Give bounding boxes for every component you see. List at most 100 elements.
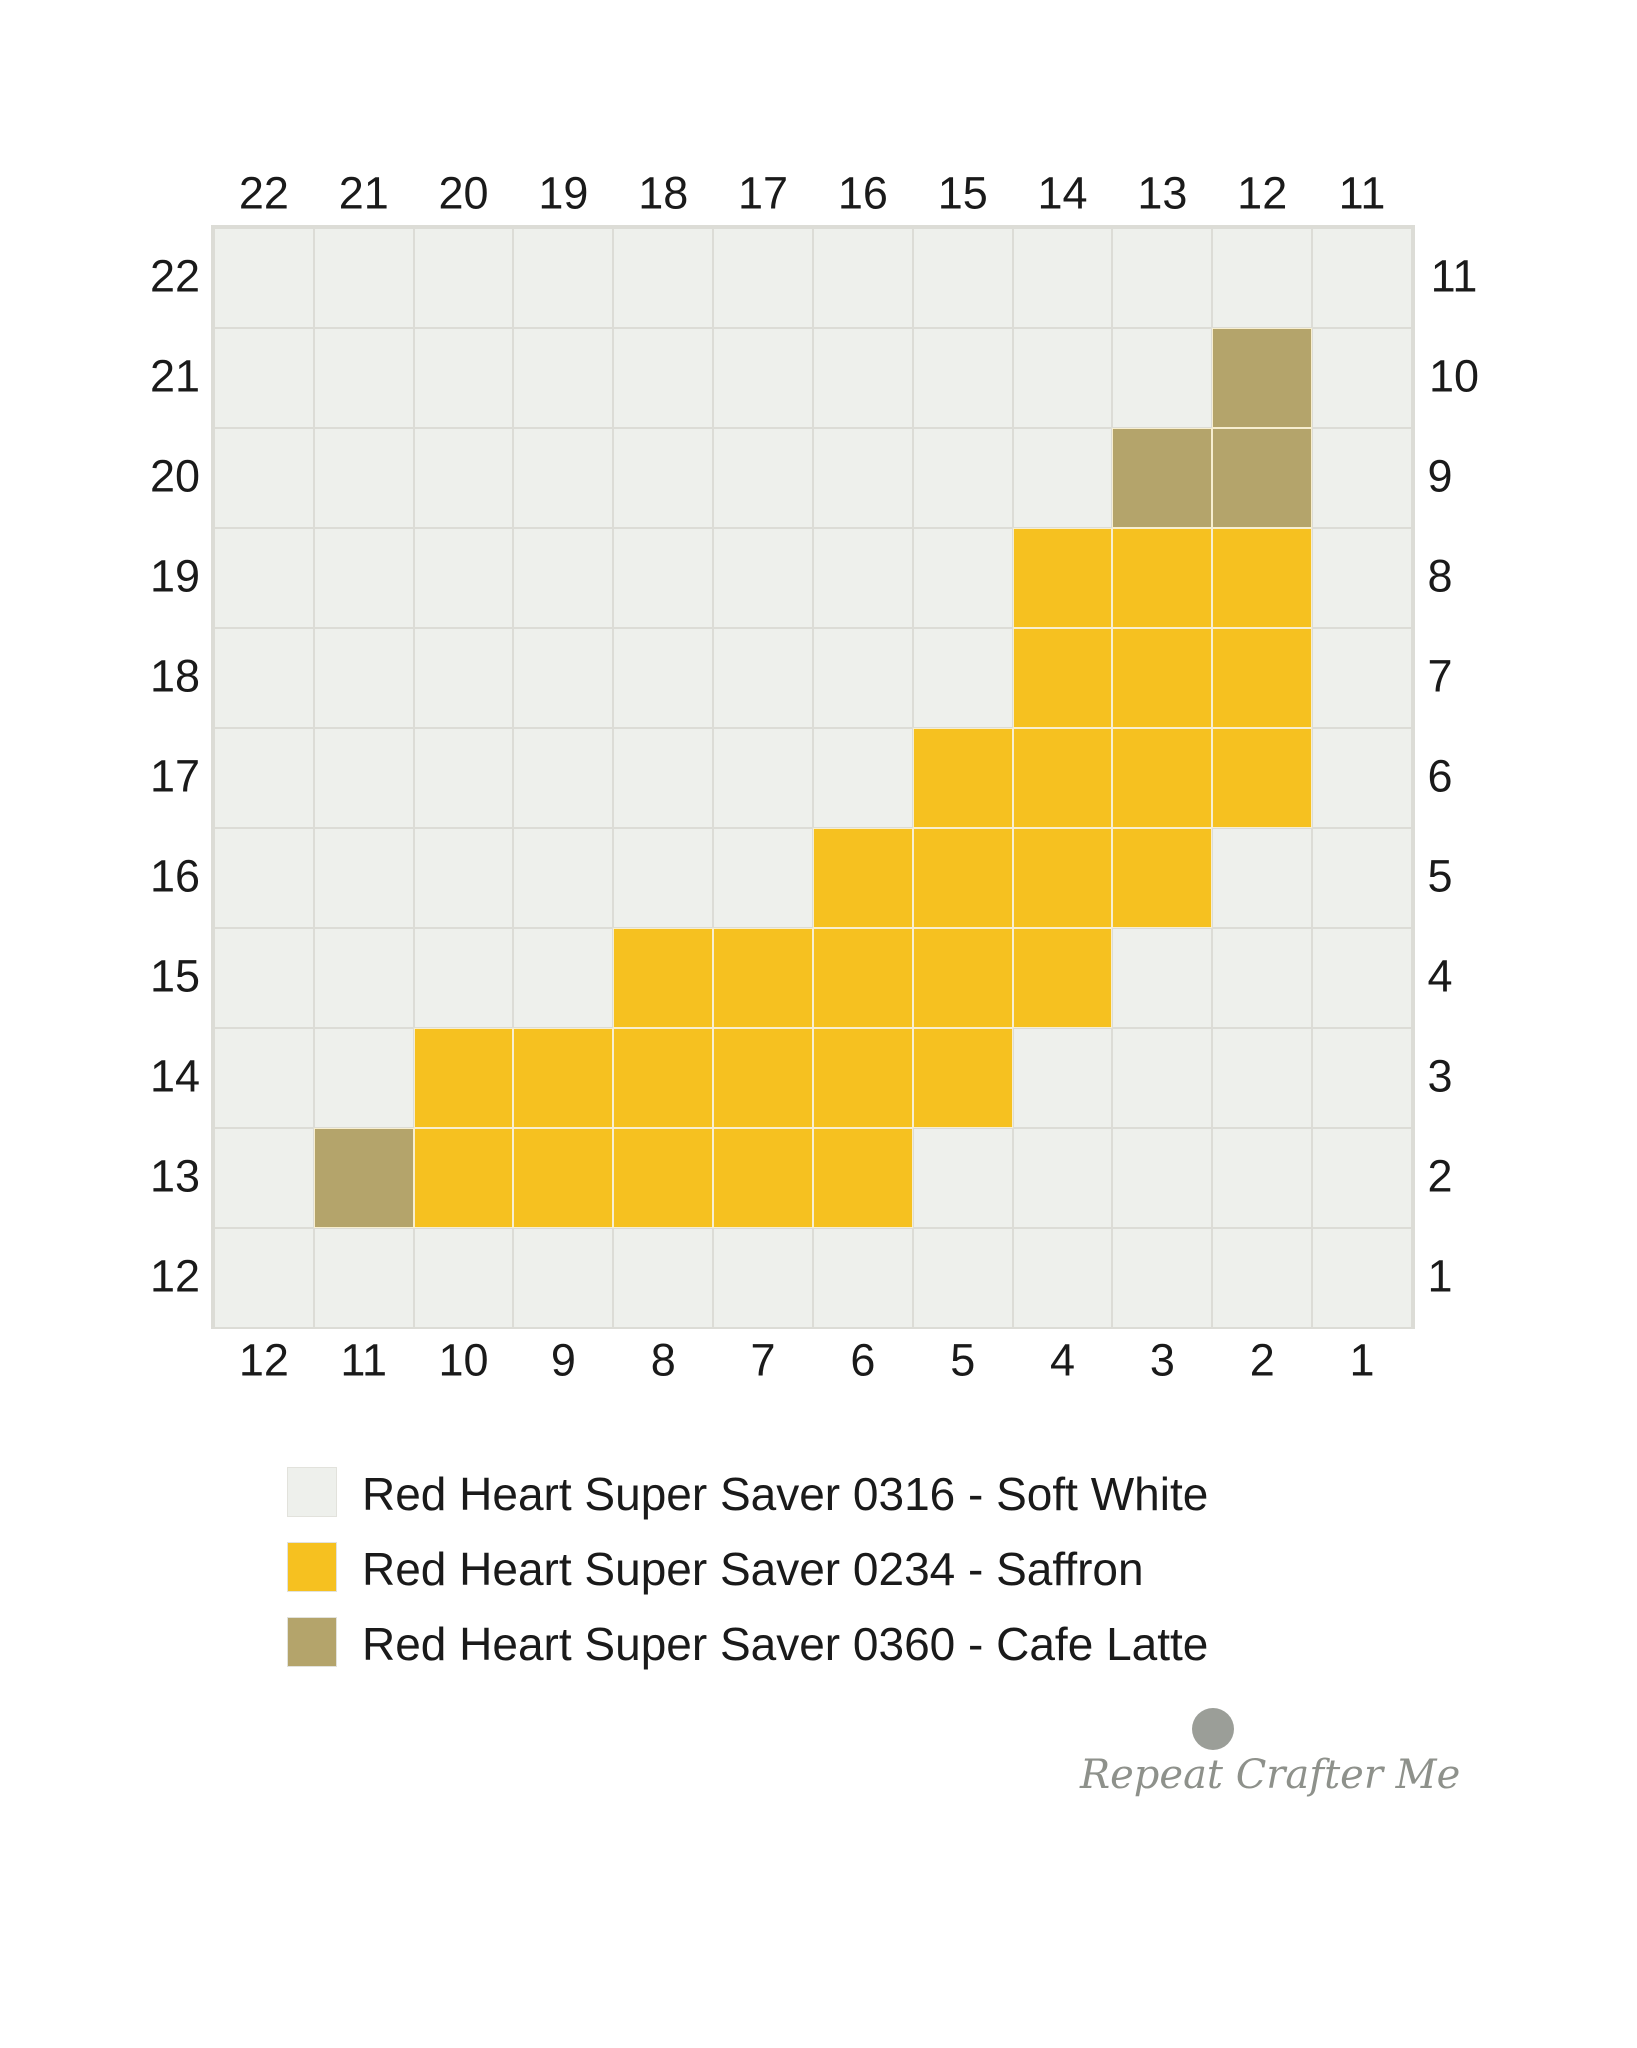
soft-white-cell xyxy=(1012,328,1113,428)
soft-white-cell xyxy=(214,528,314,628)
soft-white-cell xyxy=(1212,828,1313,928)
top-column-label: 12 xyxy=(1237,167,1288,219)
soft-white-cell xyxy=(214,828,314,928)
right-row-label: 8 xyxy=(1427,550,1453,602)
bottom-column-label: 10 xyxy=(438,1334,489,1386)
soft-white-cell xyxy=(214,328,314,428)
saffron-cell xyxy=(1212,628,1313,728)
saffron-cell xyxy=(713,928,813,1028)
right-row-label: 9 xyxy=(1427,450,1453,502)
soft-white-cell xyxy=(313,628,414,728)
soft-white-cell xyxy=(313,328,414,428)
saffron-cell xyxy=(613,1028,714,1128)
soft-white-cell xyxy=(613,1228,714,1328)
soft-white-cell xyxy=(513,728,614,828)
soft-white-cell xyxy=(313,928,414,1028)
soft-white-cell xyxy=(513,528,614,628)
soft-white-cell xyxy=(912,428,1013,528)
top-column-label: 11 xyxy=(1338,167,1386,219)
soft-white-cell xyxy=(513,928,614,1028)
soft-white-cell xyxy=(1312,1228,1412,1328)
right-row-label: 10 xyxy=(1428,350,1480,402)
soft-white-cell xyxy=(1312,828,1412,928)
left-row-label: 18 xyxy=(149,650,201,702)
soft-white-cell xyxy=(413,628,514,728)
saffron-cell xyxy=(413,1028,514,1128)
soft-white-cell xyxy=(513,628,614,728)
saffron-swatch xyxy=(287,1542,337,1592)
soft-white-cell xyxy=(513,228,614,328)
soft-white-cell xyxy=(613,528,714,628)
left-row-label: 16 xyxy=(149,850,201,902)
saffron-cell xyxy=(1012,628,1113,728)
saffron-cell xyxy=(1212,528,1313,628)
soft-white-cell xyxy=(613,428,714,528)
right-row-label: 3 xyxy=(1427,1050,1453,1102)
legend-label: Red Heart Super Saver 0360 - Cafe Latte xyxy=(362,1618,1209,1670)
left-row-label: 13 xyxy=(149,1150,201,1202)
soft-white-swatch xyxy=(287,1467,337,1517)
soft-white-cell xyxy=(1312,528,1412,628)
right-row-label: 7 xyxy=(1427,650,1453,702)
soft-white-cell xyxy=(1012,1128,1113,1228)
cafe-latte-cell xyxy=(313,1128,414,1228)
soft-white-cell xyxy=(713,1228,813,1328)
soft-white-cell xyxy=(713,428,813,528)
saffron-cell xyxy=(1212,728,1313,828)
soft-white-cell xyxy=(214,628,314,728)
soft-white-cell xyxy=(313,228,414,328)
soft-white-cell xyxy=(313,528,414,628)
saffron-cell xyxy=(912,928,1013,1028)
soft-white-cell xyxy=(513,428,614,528)
soft-white-cell xyxy=(413,1228,514,1328)
left-row-label: 12 xyxy=(149,1250,201,1302)
soft-white-cell xyxy=(1212,1228,1313,1328)
right-row-label: 5 xyxy=(1427,850,1453,902)
soft-white-cell xyxy=(413,528,514,628)
soft-white-cell xyxy=(1212,1128,1313,1228)
soft-white-cell xyxy=(313,1228,414,1328)
soft-white-cell xyxy=(214,1028,314,1128)
soft-white-cell xyxy=(912,1128,1013,1228)
cafe-latte-cell xyxy=(1212,428,1313,528)
soft-white-cell xyxy=(1012,428,1113,528)
cafe-latte-swatch xyxy=(287,1617,337,1667)
soft-white-cell xyxy=(1212,228,1313,328)
soft-white-cell xyxy=(1312,228,1412,328)
saffron-cell xyxy=(912,828,1013,928)
soft-white-cell xyxy=(812,228,913,328)
soft-white-cell xyxy=(214,428,314,528)
soft-white-cell xyxy=(1312,1028,1412,1128)
soft-white-cell xyxy=(912,328,1013,428)
soft-white-cell xyxy=(413,428,514,528)
soft-white-cell xyxy=(912,228,1013,328)
soft-white-cell xyxy=(1112,1028,1213,1128)
soft-white-cell xyxy=(912,528,1013,628)
soft-white-cell xyxy=(912,628,1013,728)
legend-label: Red Heart Super Saver 0316 - Soft White xyxy=(362,1468,1209,1520)
top-column-label: 15 xyxy=(937,167,988,219)
right-row-label: 11 xyxy=(1430,250,1478,302)
soft-white-cell xyxy=(1012,1228,1113,1328)
saffron-cell xyxy=(713,1028,813,1128)
soft-white-cell xyxy=(214,228,314,328)
soft-white-cell xyxy=(1112,928,1213,1028)
saffron-cell xyxy=(713,1128,813,1228)
soft-white-cell xyxy=(214,1228,314,1328)
yarn-ball-icon xyxy=(1192,1708,1234,1750)
right-row-label: 1 xyxy=(1427,1250,1453,1302)
top-column-label: 20 xyxy=(438,167,489,219)
left-row-label: 14 xyxy=(149,1050,201,1102)
saffron-cell xyxy=(1112,828,1213,928)
bottom-column-label: 2 xyxy=(1249,1334,1275,1386)
saffron-cell xyxy=(513,1028,614,1128)
soft-white-cell xyxy=(912,1228,1013,1328)
bottom-column-label: 7 xyxy=(750,1334,776,1386)
saffron-cell xyxy=(1012,528,1113,628)
soft-white-cell xyxy=(713,828,813,928)
bottom-column-label: 1 xyxy=(1349,1334,1375,1386)
soft-white-cell xyxy=(713,328,813,428)
saffron-cell xyxy=(912,1028,1013,1128)
soft-white-cell xyxy=(812,428,913,528)
soft-white-cell xyxy=(812,628,913,728)
